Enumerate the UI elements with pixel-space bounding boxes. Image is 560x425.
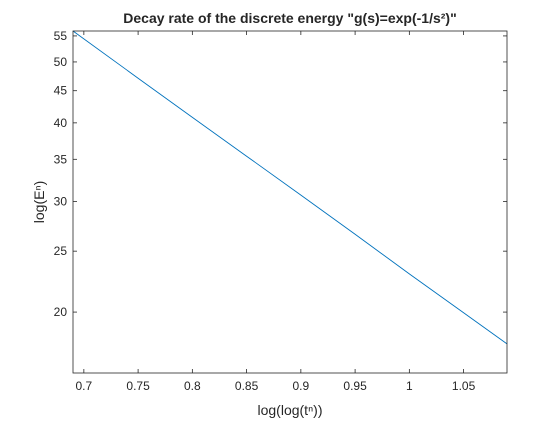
x-tick-label: 0.85	[235, 379, 259, 393]
x-tick-label: 1.05	[452, 379, 476, 393]
y-tick-label: 45	[54, 84, 68, 98]
y-tick-label: 55	[54, 29, 68, 43]
y-tick-label: 40	[54, 116, 68, 130]
x-tick-label: 1	[406, 379, 413, 393]
y-tick-label: 35	[54, 152, 68, 166]
axes-box	[72, 30, 508, 374]
plot-area	[73, 31, 507, 373]
y-tick-label: 50	[54, 55, 68, 69]
series-layer	[72, 30, 508, 345]
x-tick-label: 0.75	[126, 379, 150, 393]
y-tick-label: 20	[54, 305, 68, 319]
x-tick-label: 0.7	[76, 379, 93, 393]
y-tick-label: 30	[54, 194, 68, 208]
x-tick-label: 0.8	[184, 379, 201, 393]
x-tick-label: 0.9	[293, 379, 310, 393]
x-axis-label: log(log(tⁿ))	[257, 402, 322, 418]
x-tick-label: 0.95	[343, 379, 367, 393]
y-tick-label: 25	[54, 244, 68, 258]
x-axis-ticks: 0.7 0.75 0.8 0.85 0.9 0.95 1 1.05	[76, 31, 476, 393]
y-axis-label: log(Eⁿ)	[31, 181, 47, 223]
chart-title: Decay rate of the discrete energy "g(s)=…	[123, 10, 456, 26]
series-line	[72, 30, 508, 345]
y-axis-ticks: 20 25 30 35 40 45 50 55	[54, 29, 507, 319]
